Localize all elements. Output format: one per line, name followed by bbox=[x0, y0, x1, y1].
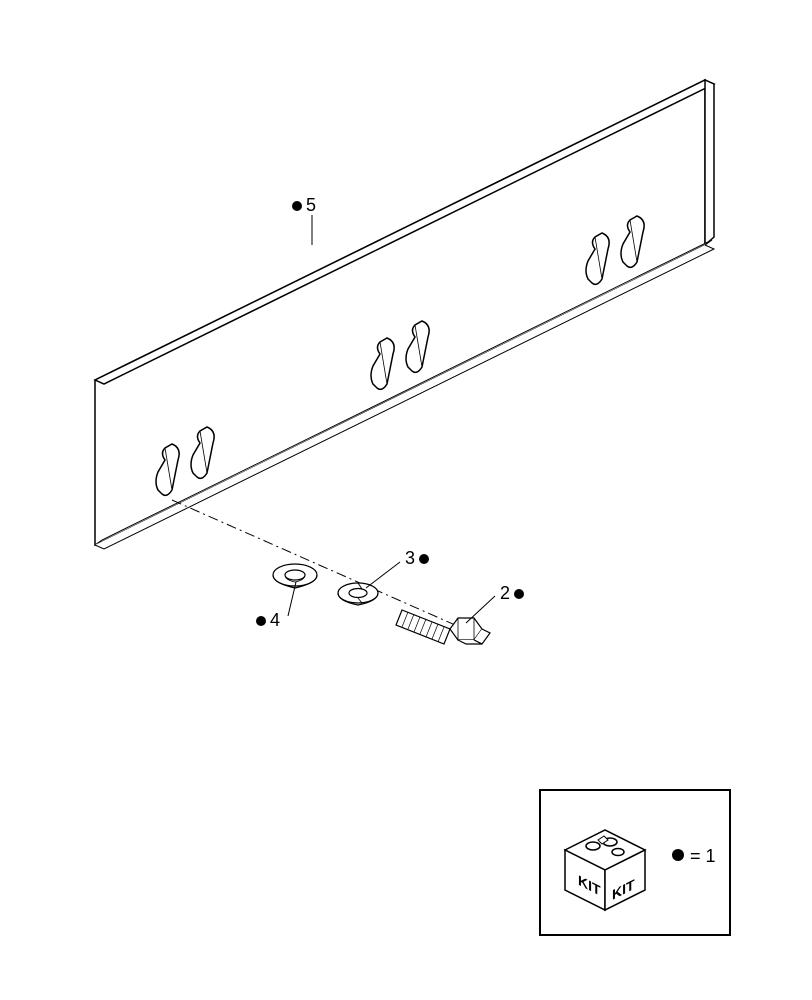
exploded-axis-line bbox=[172, 500, 480, 636]
bullet-icon bbox=[419, 554, 429, 564]
callout-5-number: 5 bbox=[306, 195, 316, 216]
callout-2-number: 2 bbox=[500, 583, 510, 604]
bullet-icon bbox=[292, 201, 302, 211]
bolt bbox=[396, 610, 490, 644]
callout-2: 2 bbox=[500, 583, 524, 604]
washer-lock bbox=[338, 583, 378, 605]
callout-4: 4 bbox=[256, 610, 280, 631]
bullet-icon bbox=[256, 616, 266, 626]
bullet-icon bbox=[514, 589, 524, 599]
callout-5: 5 bbox=[292, 195, 316, 216]
parts-diagram: KIT KIT 5 3 2 4 = 1 bbox=[0, 0, 812, 1000]
callout-3: 3 bbox=[405, 548, 429, 569]
callout-4-number: 4 bbox=[270, 610, 280, 631]
callout-3-number: 3 bbox=[405, 548, 415, 569]
blade-plate bbox=[95, 80, 714, 549]
kit-legend-equals: = 1 bbox=[690, 846, 716, 867]
